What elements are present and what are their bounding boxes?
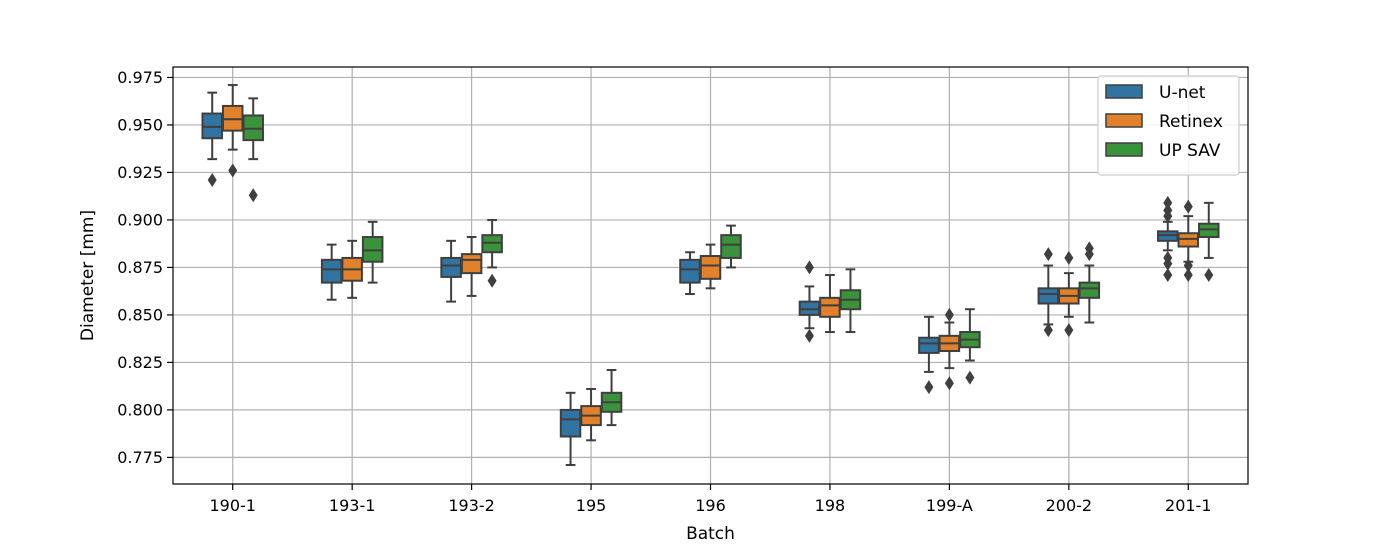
outlier-point bbox=[487, 273, 497, 288]
legend-swatch bbox=[1105, 84, 1143, 99]
box-up-sav-195 bbox=[600, 369, 623, 427]
legend-entry: UP SAV bbox=[1105, 141, 1221, 161]
x-tick-label: 193-2 bbox=[448, 496, 495, 515]
outlier-point bbox=[1043, 323, 1053, 338]
legend-swatch bbox=[1105, 142, 1143, 157]
outlier-point bbox=[1084, 247, 1094, 262]
y-tick-label: 0.950 bbox=[117, 115, 163, 134]
y-tick-label: 0.775 bbox=[117, 448, 163, 467]
axis-ticks: 0.775 0.800 0.825 0.850 0.875 0.900 0.925 0.950… bbox=[117, 68, 1211, 515]
outlier-point bbox=[228, 163, 238, 178]
x-tick-label: 190-1 bbox=[209, 496, 256, 515]
iqr-box bbox=[440, 256, 462, 278]
outlier-point bbox=[1064, 323, 1074, 338]
box-u-net-199-A bbox=[918, 315, 940, 395]
legend-swatch bbox=[1105, 113, 1143, 128]
box-retinex-196 bbox=[699, 243, 722, 290]
outlier-point bbox=[944, 376, 954, 391]
legend-entry: U-net bbox=[1105, 83, 1206, 103]
x-axis-label: Batch bbox=[686, 524, 735, 544]
outlier-point bbox=[207, 173, 217, 188]
x-tick-label: 201-1 bbox=[1165, 496, 1212, 515]
box-up-sav-198 bbox=[839, 268, 862, 334]
box-up-sav-196 bbox=[720, 224, 742, 269]
x-tick-label: 200-2 bbox=[1046, 496, 1093, 515]
x-tick-label: 195 bbox=[576, 496, 607, 515]
box-up-sav-190-1 bbox=[242, 97, 264, 203]
iqr-box bbox=[559, 408, 582, 438]
box-retinex-190-1 bbox=[221, 84, 244, 178]
outlier-point bbox=[1204, 268, 1214, 283]
x-tick-label: 196 bbox=[695, 496, 726, 515]
box-u-net-190-1 bbox=[201, 91, 223, 188]
box-u-net-193-1 bbox=[320, 243, 343, 301]
box-u-net-196 bbox=[679, 251, 701, 296]
iqr-box bbox=[460, 253, 483, 275]
iqr-box bbox=[918, 336, 940, 354]
y-tick-label: 0.825 bbox=[117, 353, 163, 372]
y-axis-label: Diameter [mm] bbox=[78, 210, 98, 341]
y-tick-label: 0.800 bbox=[117, 400, 163, 419]
outlier-point bbox=[1064, 250, 1074, 265]
x-tick-label: 198 bbox=[815, 496, 846, 515]
box-u-net-198 bbox=[798, 260, 821, 343]
box-retinex-193-2 bbox=[460, 236, 483, 297]
legend: U-net Retinex UP SAV bbox=[1097, 75, 1240, 176]
iqr-box bbox=[720, 234, 742, 259]
x-tick-label: 199-A bbox=[926, 496, 973, 515]
box-retinex-195 bbox=[580, 388, 602, 442]
box-retinex-200-2 bbox=[1058, 250, 1080, 338]
box-up-sav-193-1 bbox=[361, 220, 384, 284]
outlier-point bbox=[965, 370, 975, 385]
outlier-point bbox=[1163, 268, 1173, 283]
box-up-sav-201-1 bbox=[1198, 201, 1220, 283]
y-tick-label: 0.975 bbox=[117, 68, 163, 87]
box-retinex-198 bbox=[819, 274, 841, 334]
boxes bbox=[201, 84, 1220, 467]
outlier-point bbox=[1183, 258, 1193, 273]
iqr-box bbox=[1078, 281, 1101, 299]
outlier-point bbox=[248, 188, 258, 203]
box-u-net-201-1 bbox=[1157, 195, 1179, 283]
y-tick-label: 0.850 bbox=[117, 305, 163, 324]
y-tick-label: 0.925 bbox=[117, 163, 163, 182]
iqr-box bbox=[320, 258, 343, 284]
box-retinex-193-1 bbox=[341, 239, 363, 299]
box-u-net-195 bbox=[559, 391, 582, 467]
iqr-box bbox=[1037, 287, 1060, 305]
box-retinex-201-1 bbox=[1177, 199, 1200, 283]
outlier-point bbox=[1183, 199, 1193, 214]
box-up-sav-200-2 bbox=[1078, 241, 1101, 324]
outlier-point bbox=[804, 260, 814, 275]
iqr-box bbox=[679, 258, 701, 284]
box-up-sav-193-2 bbox=[481, 218, 503, 288]
outlier-point bbox=[1163, 209, 1173, 224]
iqr-box bbox=[699, 255, 722, 280]
legend-entry: Retinex bbox=[1105, 112, 1223, 132]
outlier-point bbox=[804, 328, 814, 343]
y-tick-label: 0.900 bbox=[117, 210, 163, 229]
outlier-point bbox=[1163, 256, 1173, 271]
outlier-point bbox=[924, 380, 934, 395]
y-tick-label: 0.875 bbox=[117, 258, 163, 277]
legend-label: UP SAV bbox=[1159, 141, 1221, 161]
box-up-sav-199-A bbox=[959, 308, 981, 385]
iqr-box bbox=[819, 296, 841, 318]
legend-label: U-net bbox=[1159, 83, 1206, 103]
box-u-net-200-2 bbox=[1037, 247, 1060, 338]
outlier-point bbox=[1043, 247, 1053, 262]
x-tick-label: 193-1 bbox=[329, 496, 376, 515]
outlier-point bbox=[944, 307, 954, 322]
legend-label: Retinex bbox=[1159, 112, 1223, 132]
outlier-point bbox=[1183, 268, 1193, 283]
outlier-point bbox=[1163, 195, 1173, 210]
box-retinex-199-A bbox=[938, 307, 961, 391]
